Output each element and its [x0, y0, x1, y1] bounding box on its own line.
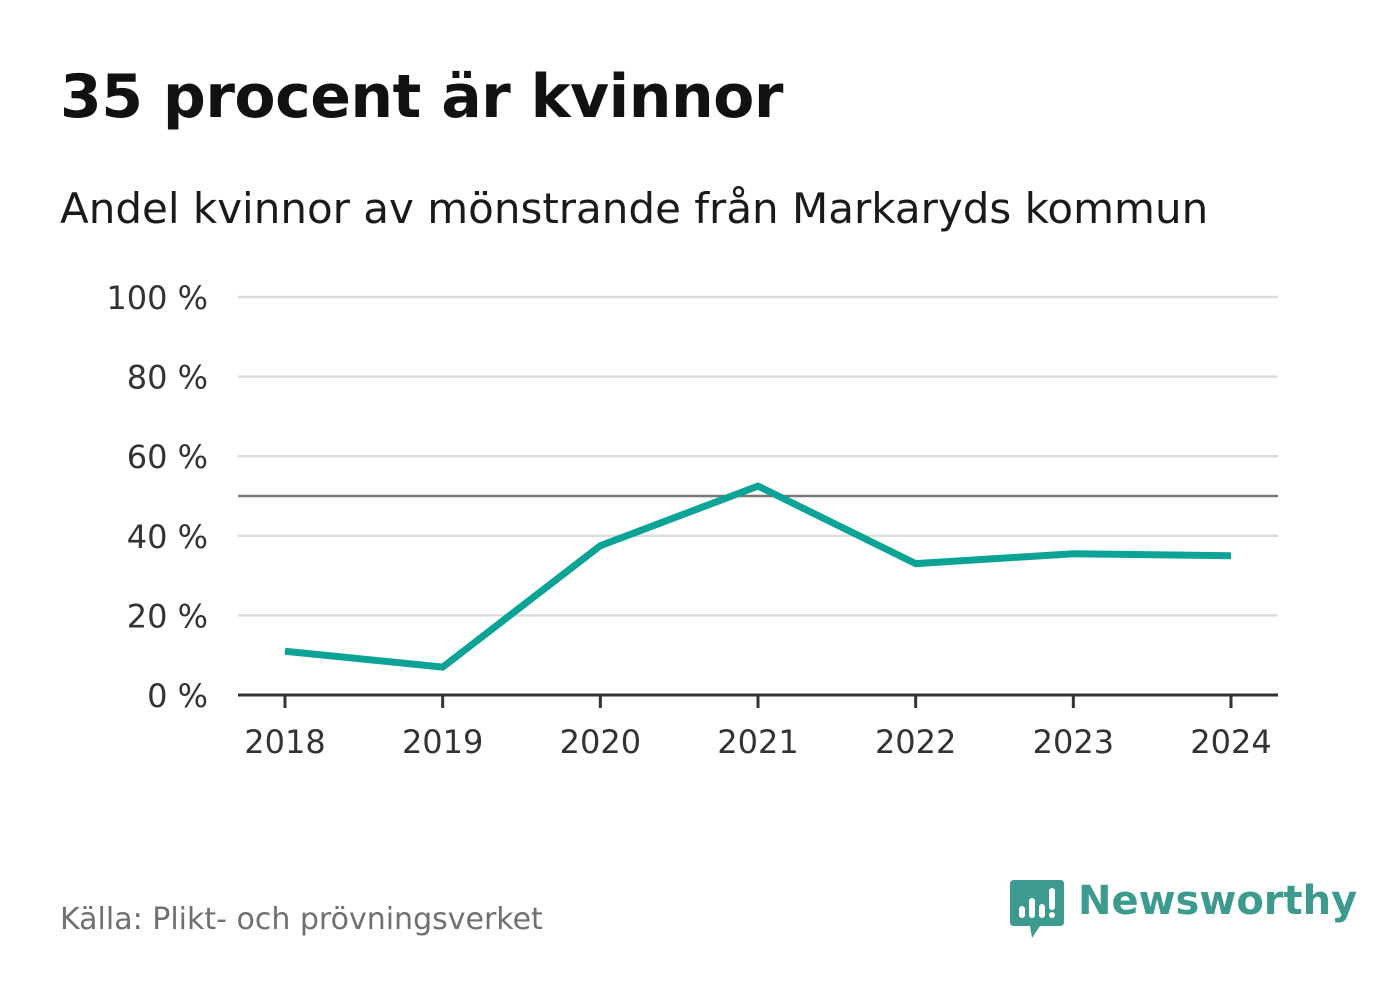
x-tick-label: 2018 — [244, 723, 325, 761]
series-line — [284, 482, 1232, 671]
x-tick-label: 2024 — [1190, 723, 1271, 761]
x-tick-label: 2019 — [402, 723, 483, 761]
source-note: Källa: Plikt- och prövningsverket — [60, 902, 543, 937]
x-tick-label: 2022 — [875, 723, 956, 761]
y-tick-label: 0 % — [147, 677, 208, 715]
x-tick-label: 2020 — [560, 723, 641, 761]
y-tick-label: 60 % — [127, 438, 208, 476]
y-tick-label: 100 % — [106, 279, 208, 317]
x-tick-label: 2023 — [1033, 723, 1114, 761]
y-tick-label: 80 % — [127, 359, 208, 397]
y-tick-label: 40 % — [127, 518, 208, 556]
x-tick-label: 2021 — [717, 723, 798, 761]
brand-name: Newsworthy — [1078, 878, 1358, 924]
newsworthy-logo-icon — [1010, 880, 1064, 938]
chart-subtitle: Andel kvinnor av mönstrande från Markary… — [60, 184, 1209, 233]
chart-title: 35 procent är kvinnor — [60, 62, 783, 132]
y-tick-label: 20 % — [127, 597, 208, 635]
